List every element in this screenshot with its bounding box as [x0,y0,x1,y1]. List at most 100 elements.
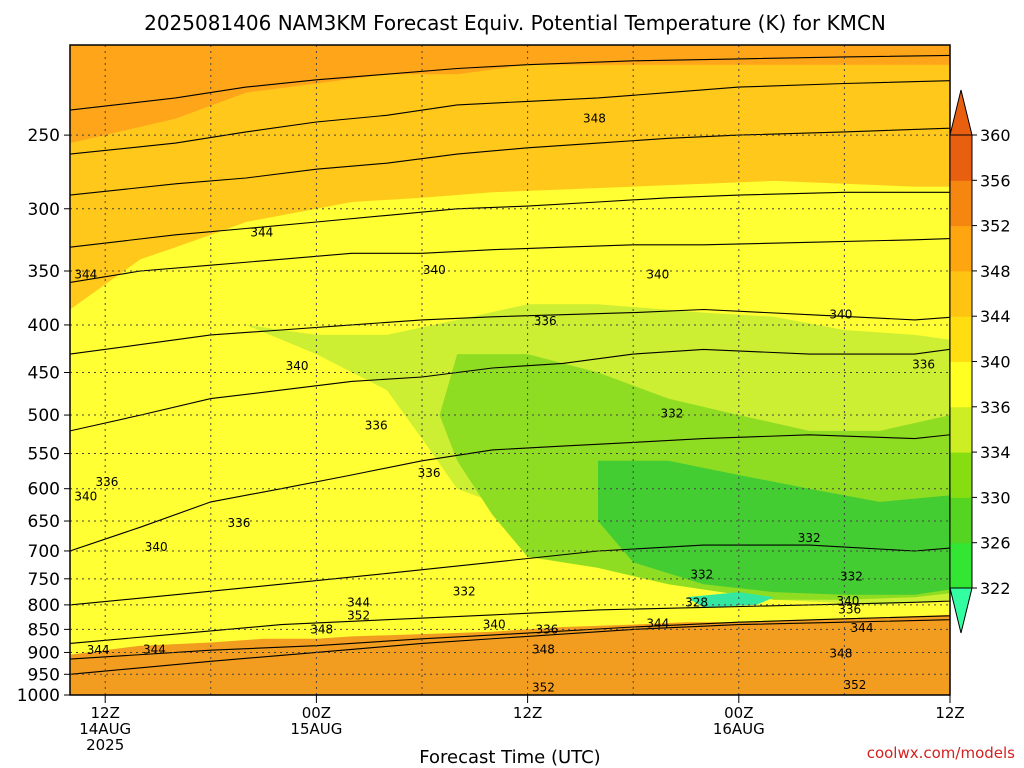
colorbar-label-340: 340 [980,353,1011,372]
contour-label-27: 336 [536,622,559,636]
contour-line-8 [70,191,950,248]
contour-line-1 [70,615,950,660]
contour-label-14: 336 [228,516,251,530]
layer-lowest [598,460,950,595]
colorbar-segment-330 [950,452,972,498]
y-axis: 250 300 350 400 450 500 550 600 650 700 750 800 850 9… [17,126,70,706]
credit-link[interactable]: coolwx.com/models [867,744,1015,762]
contour-label-25: 348 [310,622,333,636]
y-tick-label-900: 900 [28,643,60,663]
colorbar-segment-352 [950,180,972,227]
layer-upper-top [70,45,950,144]
x-tick-label-48-0: 12Z [935,704,964,722]
colorbar-segment-322 [950,542,972,589]
colorbar-label-344: 344 [980,307,1011,326]
x-tick-label-0-2: 2025 [86,736,124,754]
colorbar-segment-326 [950,497,972,544]
contour-label-5: 340 [829,308,852,322]
x-tick-label-36-0: 00Z [724,704,753,722]
x-tick-label-12-1: 15AUG [290,720,342,738]
contour-label-21: 340 [836,594,859,608]
colorbar-label-336: 336 [980,398,1011,417]
x-tick-label-24-0: 12Z [513,704,542,722]
contour-line-5 [70,348,950,432]
colorbar-segment-336 [950,361,972,408]
colorbar-segment-344 [950,270,972,317]
x-tick-label-36-1: 16AUG [713,720,765,738]
contour-label-19: 332 [453,585,476,599]
contour-label-22: 336 [838,602,861,616]
contour-label-33: 348 [829,646,852,660]
layer-boundary-layer [70,614,950,695]
colorbar-segment-340 [950,316,972,362]
colorbar-segment-348 [950,225,972,272]
y-tick-label-650: 650 [28,512,60,532]
contour-lines [70,54,950,675]
y-tick-label-700: 700 [28,542,60,562]
contour-label-0: 348 [583,112,606,126]
contour-line-3 [70,544,950,606]
contour-label-13: 340 [74,490,97,504]
contour-line-2 [70,600,950,644]
contour-label-15: 340 [145,540,168,554]
colorbar-label-348: 348 [980,262,1011,281]
y-tick-label-600: 600 [28,480,60,500]
contour-label-12: 336 [96,475,119,489]
contour-label-1: 344 [250,225,273,239]
colorbar-segment-334 [950,406,972,453]
contour-label-18: 332 [840,570,863,584]
colorbar-bottom-arrow [949,587,973,634]
contour-line-10 [70,80,950,155]
y-tick-label-450: 450 [28,364,60,384]
colorbar-label-322: 322 [980,579,1011,598]
x-axis-label: Forecast Time (UTC) [419,747,600,768]
contour-label-34: 352 [532,681,555,695]
colorbar-label-360: 360 [980,126,1011,145]
y-tick-label-300: 300 [28,200,60,220]
y-tick-label-950: 950 [28,665,60,685]
contour-label-11: 336 [418,466,441,480]
contour-label-24: 352 [347,608,370,622]
y-tick-label-550: 550 [28,445,60,465]
contour-label-29: 344 [851,621,874,635]
y-tick-label-850: 850 [28,620,60,640]
x-tick-label-12-0: 00Z [302,704,331,722]
contour-label-23: 344 [347,595,370,609]
contour-line-7 [70,237,950,283]
y-tick-label-500: 500 [28,406,60,426]
x-tick-label-0-1: 14AUG [79,720,131,738]
chart-title: 2025081406 NAM3KM Forecast Equiv. Potent… [144,11,886,35]
contour-line-9 [70,127,950,196]
colorbar-label-326: 326 [980,534,1011,553]
colorbar-segment-356 [950,135,972,181]
colorbar-label-334: 334 [980,443,1011,462]
contour-label-6: 336 [534,314,557,328]
contour-label-8: 340 [286,359,309,373]
colorbar-label-356: 356 [980,171,1011,190]
plot-area [70,45,950,695]
contour-label-10: 332 [660,406,683,420]
contour-label-28: 344 [646,617,669,631]
contour-label-17: 332 [690,567,713,581]
y-tick-label-750: 750 [28,570,60,590]
contour-label-20: 328 [685,595,708,609]
contour-label-32: 348 [532,642,555,656]
contour-line-0 [70,619,950,675]
y-tick-label-800: 800 [28,596,60,616]
x-tick-label-0-0: 12Z [91,704,120,722]
y-tick-label-400: 400 [28,316,60,336]
y-tick-label-350: 350 [28,262,60,282]
contour-label-26: 340 [483,618,506,632]
y-tick-label-1000: 1000 [17,686,60,706]
contour-label-31: 344 [143,642,166,656]
contour-label-35: 352 [844,678,867,692]
contour-label-16: 332 [798,531,821,545]
layer-pocket [686,592,774,608]
y-tick-label-250: 250 [28,126,60,146]
contour-label-9: 336 [365,418,388,432]
contour-label-2: 344 [74,267,97,281]
contour-label-30: 344 [87,643,110,657]
